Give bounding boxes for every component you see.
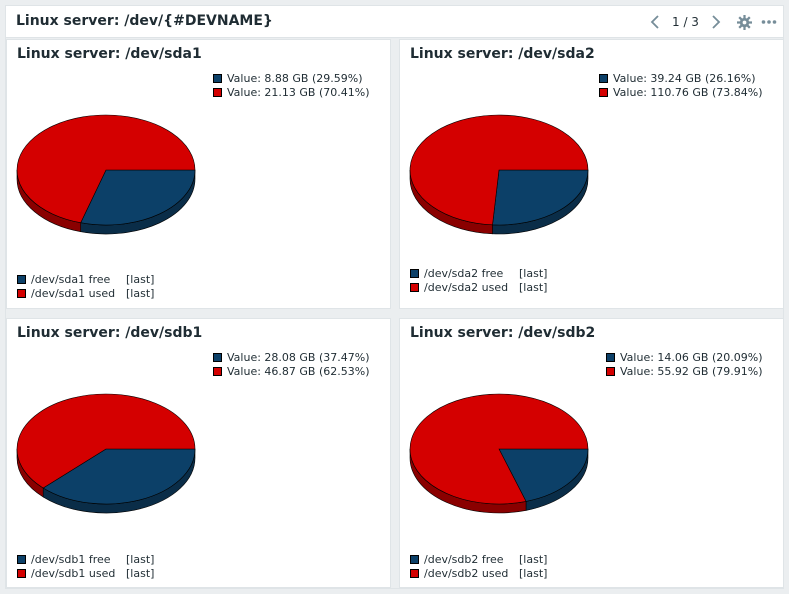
panel-title: Linux server: /dev/sda2 [410, 46, 595, 62]
more-horizontal-icon[interactable] [759, 12, 779, 32]
value-legend: Value: 14.06 GB (20.09%) Value: 55.92 GB… [606, 350, 763, 378]
legend-name: /dev/sda2 free [424, 266, 504, 280]
value-label: Value: 55.92 GB (79.91%) [620, 364, 763, 378]
legend-function: [last] [519, 552, 548, 566]
free-swatch [213, 73, 222, 83]
free-swatch [17, 274, 26, 284]
used-swatch [17, 288, 26, 298]
value-row-used: Value: 55.92 GB (79.91%) [606, 364, 763, 378]
legend-name: /dev/sdb1 free [31, 552, 111, 566]
legend-name: /dev/sda1 free [31, 272, 111, 286]
gear-icon[interactable] [734, 12, 754, 32]
value-row-used: Value: 21.13 GB (70.41%) [213, 85, 370, 99]
graph-panel: Linux server: /dev/sdb2 Value: 14.06 GB … [399, 318, 784, 588]
pie-slice--dev-sda1-free [80, 169, 196, 226]
series-legend: /dev/sdb1 free [last] /dev/sdb1 used [last… [17, 552, 154, 580]
legend-function: [last] [126, 566, 155, 580]
legend-function: [last] [519, 280, 548, 294]
value-row-free: Value: 14.06 GB (20.09%) [606, 350, 763, 364]
used-swatch [410, 282, 419, 292]
page-indicator: 1 / 3 [672, 15, 699, 29]
legend-function: [last] [126, 552, 155, 566]
value-legend: Value: 39.24 GB (26.16%) Value: 110.76 G… [599, 71, 763, 99]
series-legend: /dev/sda1 free [last] /dev/sda1 used [last… [17, 272, 154, 300]
legend-name: /dev/sdb1 used [31, 566, 116, 580]
value-legend: Value: 28.08 GB (37.47%) Value: 46.87 GB… [213, 350, 370, 378]
pie-chart [409, 393, 589, 514]
used-swatch [213, 87, 222, 97]
free-swatch [410, 268, 419, 278]
value-row-free: Value: 28.08 GB (37.47%) [213, 350, 370, 364]
value-row-used: Value: 110.76 GB (73.84%) [599, 85, 763, 99]
value-row-used: Value: 46.87 GB (62.53%) [213, 364, 370, 378]
widget-header: Linux server: /dev/{#DEVNAME} 1 / 3 [6, 6, 783, 38]
legend-item: /dev/sdb1 free [last] [17, 552, 154, 566]
pie-slice--dev-sdb2-used [409, 393, 589, 505]
value-label: Value: 39.24 GB (26.16%) [613, 71, 756, 85]
pie-slice--dev-sdb1-used [16, 393, 196, 489]
value-label: Value: 28.08 GB (37.47%) [227, 350, 370, 364]
used-swatch [599, 87, 608, 97]
graph-panel: Linux server: /dev/sda2 Value: 39.24 GB … [399, 39, 784, 309]
panel-title: Linux server: /dev/sdb2 [410, 325, 596, 341]
free-swatch [17, 554, 26, 564]
free-swatch [410, 554, 419, 564]
pager: 1 / 3 [646, 13, 725, 31]
free-swatch [606, 352, 615, 362]
pie-chart [16, 114, 196, 235]
value-row-free: Value: 8.88 GB (29.59%) [213, 71, 370, 85]
legend-item: /dev/sda1 free [last] [17, 272, 154, 286]
used-swatch [213, 366, 222, 376]
legend-item: /dev/sda2 used [last] [410, 280, 547, 294]
panel-title: Linux server: /dev/sda1 [17, 46, 202, 62]
legend-name: /dev/sdb2 used [424, 566, 509, 580]
graph-panel: Linux server: /dev/sdb1 Value: 28.08 GB … [6, 318, 391, 588]
used-swatch [410, 568, 419, 578]
pie-slice--dev-sdb2-free [498, 448, 589, 502]
legend-item: /dev/sdb2 used [last] [410, 566, 547, 580]
graph-panel: Linux server: /dev/sda1 Value: 8.88 GB (… [6, 39, 391, 309]
pie-slice--dev-sda2-used [409, 114, 589, 226]
chevron-right-icon[interactable] [707, 13, 725, 31]
dashboard-widget: Linux server: /dev/{#DEVNAME} 1 / 3 [5, 5, 784, 589]
legend-name: /dev/sda2 used [424, 280, 509, 294]
pie-slice--dev-sdb1-free [42, 448, 196, 505]
value-label: Value: 14.06 GB (20.09%) [620, 350, 763, 364]
series-legend: /dev/sdb2 free [last] /dev/sdb2 used [last… [410, 552, 547, 580]
value-label: Value: 110.76 GB (73.84%) [613, 85, 763, 99]
legend-name: /dev/sdb2 free [424, 552, 504, 566]
panel-title: Linux server: /dev/sdb1 [17, 325, 203, 341]
legend-function: [last] [126, 272, 155, 286]
series-legend: /dev/sda2 free [last] /dev/sda2 used [last… [410, 266, 547, 294]
legend-function: [last] [519, 566, 548, 580]
value-label: Value: 21.13 GB (70.41%) [227, 85, 370, 99]
legend-function: [last] [519, 266, 548, 280]
pie-chart [409, 114, 589, 235]
free-swatch [213, 352, 222, 362]
free-swatch [599, 73, 608, 83]
legend-item: /dev/sda1 used [last] [17, 286, 154, 300]
pie-slice--dev-sda2-free [492, 169, 589, 226]
value-label: Value: 46.87 GB (62.53%) [227, 364, 370, 378]
used-swatch [606, 366, 615, 376]
value-label: Value: 8.88 GB (29.59%) [227, 71, 363, 85]
legend-function: [last] [126, 286, 155, 300]
used-swatch [17, 568, 26, 578]
value-row-free: Value: 39.24 GB (26.16%) [599, 71, 763, 85]
legend-name: /dev/sda1 used [31, 286, 116, 300]
legend-item: /dev/sda2 free [last] [410, 266, 547, 280]
widget-title: Linux server: /dev/{#DEVNAME} [16, 13, 273, 29]
legend-item: /dev/sdb2 free [last] [410, 552, 547, 566]
value-legend: Value: 8.88 GB (29.59%) Value: 21.13 GB … [213, 71, 370, 99]
pie-chart [16, 393, 196, 514]
legend-item: /dev/sdb1 used [last] [17, 566, 154, 580]
chevron-left-icon[interactable] [646, 13, 664, 31]
pie-slice--dev-sda1-used [16, 114, 196, 224]
